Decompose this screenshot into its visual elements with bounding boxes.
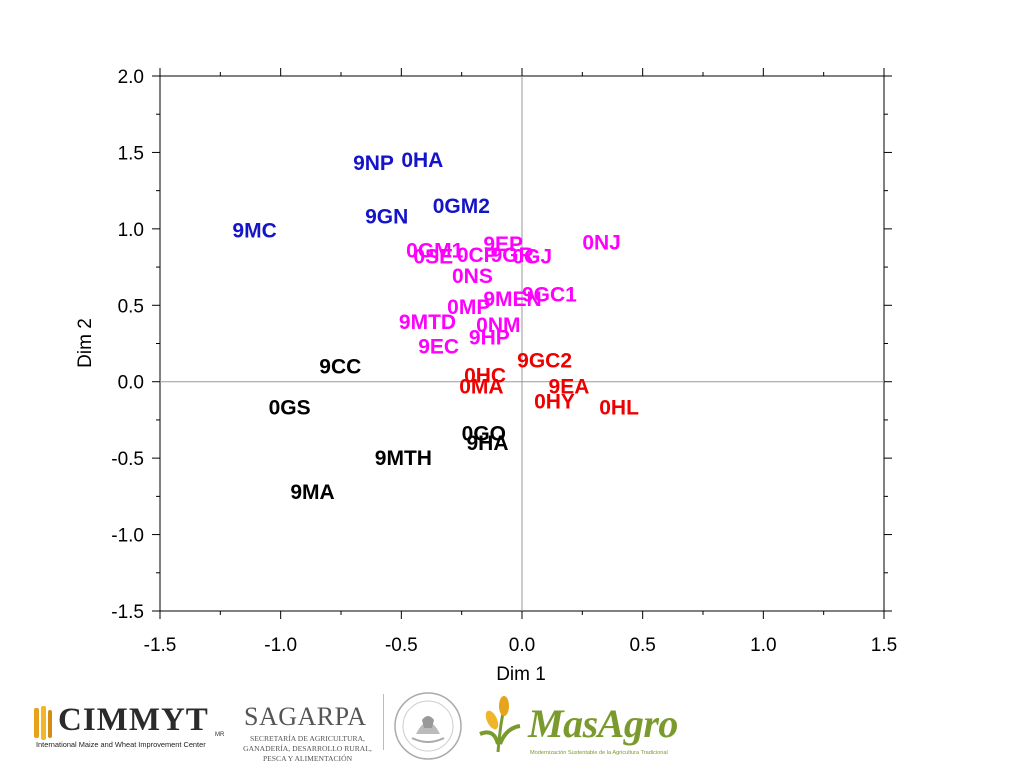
sagarpa-line-2: GANADERÍA, DESARROLLO RURAL, xyxy=(243,744,372,753)
y-tick-label: -1.5 xyxy=(111,602,144,623)
point-label-9gr: 9GR xyxy=(491,244,534,267)
sagarpa-line-3: PESCA Y ALIMENTACIÓN xyxy=(262,754,353,763)
x-tick-label: -1.0 xyxy=(264,635,297,656)
point-label-9mth: 9MTH xyxy=(375,447,432,470)
x-axis: -1.5 -1.0 -0.5 0.0 0.5 1.0 1.5 xyxy=(144,68,897,656)
point-label-0gm1: 0GM1 xyxy=(406,239,464,262)
cimmyt-mark: MR xyxy=(215,732,225,738)
masagro-name: MasAgro xyxy=(528,701,678,746)
x-tick-label: -1.5 xyxy=(144,635,177,656)
point-label-0se: 0SE xyxy=(413,245,453,268)
point-label-0hc: 0HC xyxy=(464,365,506,388)
point-label-9mtd: 9MTD xyxy=(399,311,456,334)
footer-logos: CIMMYT MR International Maize and Wheat … xyxy=(0,678,1024,768)
point-label-0gs: 0GS xyxy=(269,397,311,420)
wheat-icon xyxy=(34,706,52,740)
mexico-seal-icon xyxy=(394,692,462,760)
cimmyt-logo: CIMMYT MR International Maize and Wheat … xyxy=(32,702,232,750)
point-label-9men: 9MEN xyxy=(483,288,541,311)
point-label-0mp: 0MP xyxy=(447,296,490,319)
point-label-9ep: 9EP xyxy=(483,233,523,256)
x-tick-label: 1.5 xyxy=(871,635,897,656)
point-label-9ea: 9EA xyxy=(549,375,590,398)
y-tick-label: 0.5 xyxy=(118,296,144,317)
point-label-0ns: 0NS xyxy=(452,265,493,288)
y-tick-label: 1.5 xyxy=(118,143,144,164)
x-tick-label: 0.0 xyxy=(509,635,535,656)
point-label-9np: 9NP xyxy=(353,152,394,175)
x-axis-title: Dim 1 xyxy=(496,664,546,680)
point-label-0nm: 0NM xyxy=(476,314,520,337)
point-label-9gn: 9GN xyxy=(365,206,408,229)
point-label-0nj: 0NJ xyxy=(582,232,621,255)
cimmyt-subtitle: International Maize and Wheat Improvemen… xyxy=(36,740,206,749)
y-tick-label: -0.5 xyxy=(111,449,144,470)
masagro-subtitle: Modernización Sustentable de la Agricult… xyxy=(530,750,668,756)
point-label-9ec: 9EC xyxy=(418,336,459,359)
point-label-0ma: 0MA xyxy=(459,375,503,398)
x-tick-label: -0.5 xyxy=(385,635,418,656)
cimmyt-name: CIMMYT xyxy=(58,702,209,738)
point-label-9ma: 9MA xyxy=(290,481,334,504)
logo-divider xyxy=(383,694,384,750)
point-label-9ha: 9HA xyxy=(466,432,508,455)
point-label-0gj: 0GJ xyxy=(512,245,552,268)
x-tick-label: 0.5 xyxy=(629,635,655,656)
point-label-0hl: 0HL xyxy=(599,397,639,420)
x-tick-label: 1.0 xyxy=(750,635,776,656)
y-tick-label: 0.0 xyxy=(118,373,144,394)
y-tick-label: 2.0 xyxy=(118,67,144,88)
sagarpa-line-1: SECRETARÍA DE AGRICULTURA, xyxy=(250,734,365,743)
point-label-9cc: 9CC xyxy=(319,355,361,378)
scatter-plot: -1.5 -1.0 -0.5 0.0 0.5 1.0 1.5 -1.5 -1.0 -0.5 0.0… xyxy=(75,67,897,680)
corn-icon xyxy=(479,696,521,753)
y-tick-label: 1.0 xyxy=(118,220,144,241)
point-label-9gc2: 9GC2 xyxy=(517,349,572,372)
y-axis-title: Dim 2 xyxy=(75,318,96,368)
sagarpa-name: SAGARPA xyxy=(244,702,367,731)
sagarpa-logo: SAGARPA SECRETARÍA DE AGRICULTURA, GANAD… xyxy=(240,702,375,766)
point-label-9hp: 9HP xyxy=(469,326,510,349)
point-label-0go: 0GO xyxy=(462,423,506,446)
point-label-9mc: 9MC xyxy=(232,219,276,242)
point-label-0gm2: 0GM2 xyxy=(433,195,490,218)
y-tick-label: -1.0 xyxy=(111,526,144,547)
point-label-0cp: 0CP xyxy=(457,244,498,267)
point-label-0ha: 0HA xyxy=(401,149,443,172)
point-label-0hy: 0HY xyxy=(534,391,575,414)
masagro-logo: MasAgro Modernización Sustentable de la … xyxy=(476,690,686,760)
point-label-9gc1: 9GC1 xyxy=(522,284,577,307)
y-axis: -1.5 -1.0 -0.5 0.0 0.5 1.0 1.5 2.0 xyxy=(111,67,892,623)
